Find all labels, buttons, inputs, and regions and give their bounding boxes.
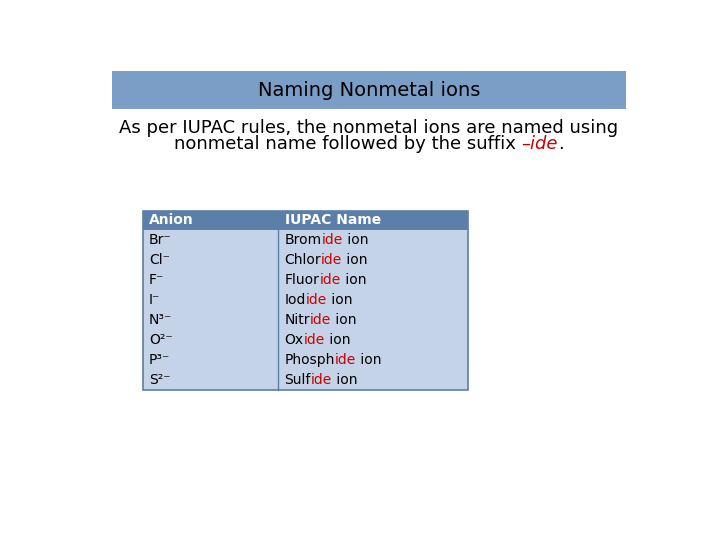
Text: Chlor: Chlor <box>284 253 321 267</box>
Text: F⁻: F⁻ <box>149 273 164 287</box>
Text: Sulf: Sulf <box>284 373 311 387</box>
Text: ion: ion <box>327 293 353 307</box>
Text: ion: ion <box>341 273 366 287</box>
Text: O²⁻: O²⁻ <box>149 333 173 347</box>
Text: S²⁻: S²⁻ <box>149 373 171 387</box>
Text: Anion: Anion <box>149 213 194 227</box>
Text: I⁻: I⁻ <box>149 293 161 307</box>
Text: Phosph: Phosph <box>284 353 335 367</box>
Text: P³⁻: P³⁻ <box>149 353 170 367</box>
Text: IUPAC Name: IUPAC Name <box>284 213 381 227</box>
Text: nonmetal name followed by the suffix: nonmetal name followed by the suffix <box>174 135 522 153</box>
Text: Naming Nonmetal ions: Naming Nonmetal ions <box>258 80 480 100</box>
Text: Ox: Ox <box>284 333 304 347</box>
Text: ion: ion <box>331 313 357 327</box>
Text: Iod: Iod <box>284 293 306 307</box>
Text: ion: ion <box>343 233 369 247</box>
Text: Brom: Brom <box>284 233 322 247</box>
Text: ide: ide <box>321 253 343 267</box>
Text: ide: ide <box>322 233 343 247</box>
Text: ion: ion <box>356 353 382 367</box>
Text: Nitr: Nitr <box>284 313 310 327</box>
Text: ide: ide <box>310 313 331 327</box>
Text: –ide: –ide <box>522 135 558 153</box>
Text: ide: ide <box>311 373 332 387</box>
FancyBboxPatch shape <box>143 230 468 390</box>
Text: As per IUPAC rules, the nonmetal ions are named using: As per IUPAC rules, the nonmetal ions ar… <box>120 119 618 137</box>
Text: ide: ide <box>304 333 325 347</box>
Text: Cl⁻: Cl⁻ <box>149 253 170 267</box>
Text: ide: ide <box>320 273 341 287</box>
Text: ion: ion <box>343 253 368 267</box>
Text: Fluor: Fluor <box>284 273 320 287</box>
Text: ion: ion <box>325 333 351 347</box>
FancyBboxPatch shape <box>112 71 626 110</box>
Text: ion: ion <box>332 373 358 387</box>
Text: Br⁻: Br⁻ <box>149 233 171 247</box>
Text: .: . <box>558 135 564 153</box>
Text: ide: ide <box>306 293 327 307</box>
Text: N³⁻: N³⁻ <box>149 313 172 327</box>
Text: ide: ide <box>335 353 356 367</box>
FancyBboxPatch shape <box>143 211 468 230</box>
